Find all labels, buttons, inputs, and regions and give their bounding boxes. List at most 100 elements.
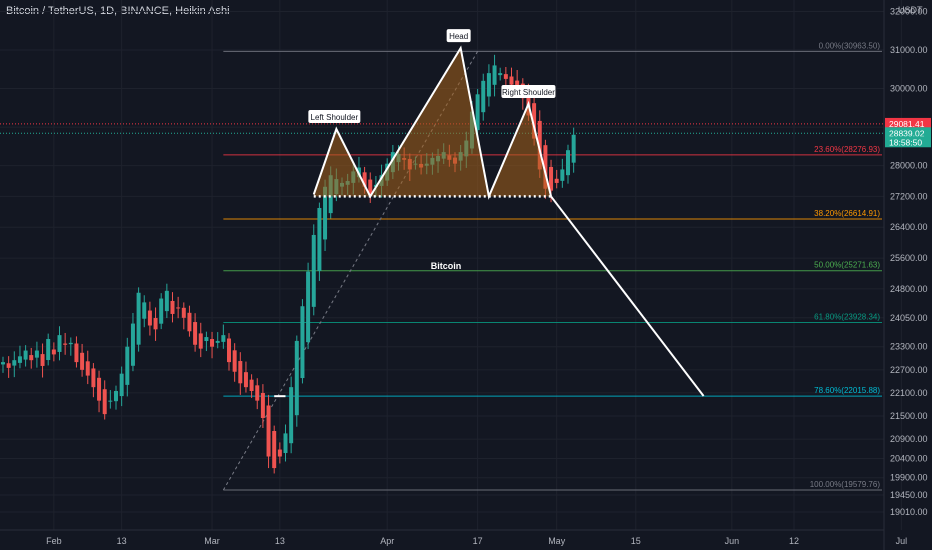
time-tick-label: Mar — [204, 536, 220, 546]
candle-body — [503, 74, 508, 79]
fib-level-label: 100.00%(19579.76) — [810, 480, 881, 489]
candle-body — [46, 338, 51, 361]
candle-body — [57, 335, 62, 352]
candle-body — [130, 323, 135, 366]
candle-body — [238, 361, 243, 384]
candle-body — [136, 292, 141, 345]
fib-level-label: 78.60%(22015.88) — [814, 386, 880, 395]
fib-level-label: 38.20%(26614.91) — [814, 209, 880, 218]
candle-body — [63, 343, 68, 345]
callout-label: Right Shoulder — [502, 88, 555, 97]
candle-body — [549, 166, 554, 191]
candle-body — [492, 65, 497, 85]
candle-body — [74, 343, 79, 363]
fib-level-label: 0.00%(30963.50) — [819, 41, 881, 50]
candle-body — [34, 350, 39, 358]
time-tick-label: 13 — [117, 536, 127, 546]
candle-body — [294, 340, 299, 416]
price-tick-label: 26400.00 — [890, 222, 928, 232]
candle-body — [232, 350, 237, 372]
candle-body — [227, 338, 231, 363]
candle-body — [1, 362, 5, 365]
candle-body — [221, 335, 226, 342]
candle-body — [560, 169, 565, 181]
time-tick-label: 13 — [275, 536, 285, 546]
projection-line — [550, 195, 705, 397]
price-tick-label: 22100.00 — [890, 388, 928, 398]
candle-body — [108, 400, 113, 402]
price-badge-label: 28839.02 — [889, 128, 925, 138]
price-tick-label: 22700.00 — [890, 365, 928, 375]
time-tick-label: 15 — [631, 536, 641, 546]
candle-body — [255, 385, 260, 401]
candle-body — [289, 387, 294, 444]
candle-body — [323, 186, 328, 240]
candle-body — [300, 306, 305, 379]
fib-level-label: 23.60%(28276.93) — [814, 145, 880, 154]
time-tick-label: 12 — [789, 536, 799, 546]
candle-body — [537, 120, 542, 170]
candle-body — [198, 333, 203, 349]
candle-body — [40, 354, 45, 366]
callout-box — [308, 109, 361, 123]
candle-body — [210, 339, 215, 347]
candle-body — [283, 433, 288, 454]
candle-body — [91, 368, 96, 388]
price-tick-label: 24800.00 — [890, 284, 928, 294]
price-tick-label: 30000.00 — [890, 84, 928, 94]
fibonacci-retracement: 0.00%(30963.50) 23.60%(28276.93) 38.20%(26… — [0, 41, 884, 491]
candlesticks — [1, 54, 576, 474]
candle-body — [181, 307, 186, 318]
candle-body — [475, 94, 480, 131]
time-axis: Feb 13 Mar 13 Apr 17 May 15 Jun 12 Jul — [0, 529, 908, 546]
callout-box — [446, 29, 471, 43]
price-tick-label: 23300.00 — [890, 342, 928, 352]
candle-body — [277, 449, 282, 457]
candle-body — [97, 377, 102, 401]
candle-body — [153, 318, 158, 330]
candle-body — [164, 290, 169, 312]
candle-body — [243, 372, 248, 388]
candle-body — [68, 342, 73, 345]
candle-body — [187, 312, 192, 332]
candle-body — [362, 172, 367, 187]
candle-body — [12, 360, 17, 366]
time-tick-label: Apr — [380, 536, 394, 546]
price-tick-label: 28000.00 — [890, 161, 928, 171]
price-tick-label: 19010.00 — [890, 507, 928, 517]
candle-body — [17, 356, 22, 363]
candle-body — [311, 234, 316, 307]
candle-body — [486, 73, 491, 97]
time-tick-label: May — [548, 536, 566, 546]
price-badge — [885, 117, 931, 129]
price-tick-label: 19900.00 — [890, 473, 928, 483]
price-unit-label: USDT — [898, 5, 923, 15]
candle-body — [554, 178, 559, 183]
time-tick-label: Jun — [725, 536, 740, 546]
candle-body — [142, 302, 147, 319]
price-badge-label: 29081.41 — [889, 119, 925, 129]
candle-body — [215, 340, 220, 343]
price-tick-label: 32000.00 — [890, 6, 928, 16]
candle-body — [85, 361, 90, 376]
price-tick-label: 25600.00 — [890, 253, 928, 263]
candle-body — [306, 271, 311, 343]
candle-body — [193, 322, 198, 345]
candle-body — [571, 134, 576, 163]
price-tick-label: 20900.00 — [890, 434, 928, 444]
candle-body — [114, 391, 118, 402]
time-tick-label: Jul — [896, 536, 908, 546]
candle-body — [515, 80, 520, 87]
candle-body — [159, 298, 164, 324]
price-tick-label: 24050.00 — [890, 313, 928, 323]
candle-body — [23, 350, 28, 360]
candle-body — [543, 145, 548, 189]
price-badge — [885, 127, 931, 139]
pattern-fill — [313, 48, 552, 197]
candle-body — [368, 179, 373, 195]
candle-body — [249, 379, 254, 392]
callout-box — [501, 84, 556, 98]
candle-body — [80, 352, 85, 370]
candle-body — [170, 300, 175, 314]
